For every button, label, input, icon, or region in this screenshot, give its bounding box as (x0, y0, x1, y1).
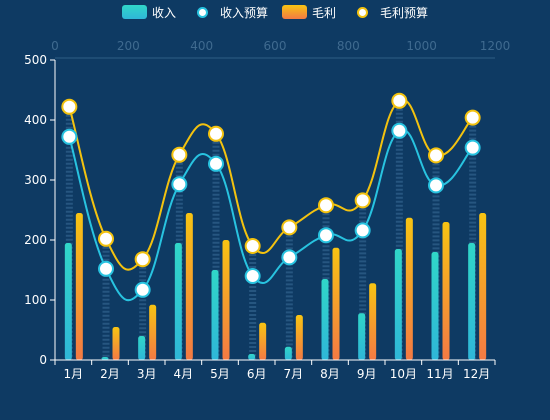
bar (149, 304, 157, 360)
data-point (391, 122, 408, 139)
data-point (98, 260, 114, 277)
data-point (171, 176, 188, 193)
bar (248, 354, 256, 360)
bar (112, 327, 120, 360)
legend-item-revenue-budget[interactable]: 收入预算 (190, 4, 268, 21)
x-axis-tick-label: 11月 (426, 367, 453, 381)
x-axis-tick-label: 5月 (210, 367, 230, 381)
y-axis-tick-label: 400 (24, 113, 47, 127)
data-point (244, 268, 261, 284)
bar (369, 283, 377, 360)
bar (468, 243, 476, 360)
legend-swatch-gross-profit-budget (350, 5, 375, 19)
data-point (464, 109, 481, 126)
legend-swatch-gross-profit (282, 5, 307, 19)
legend: 收入 收入预算 毛利 毛利预算 (0, 3, 550, 21)
bar (259, 322, 267, 360)
bar (174, 243, 182, 360)
data-point (208, 155, 224, 172)
top-axis-tick-label: 800 (337, 39, 360, 53)
data-point (428, 177, 444, 194)
y-axis-tick-label: 500 (24, 53, 47, 67)
data-point (281, 249, 298, 266)
legend-label-gross-profit: 毛利 (312, 5, 337, 20)
bar (405, 217, 413, 360)
data-point (244, 238, 261, 254)
bar (284, 346, 292, 360)
data-point (318, 197, 334, 214)
x-axis-tick-label: 10月 (390, 367, 417, 381)
legend-swatch-revenue-budget (190, 5, 215, 19)
bar (222, 240, 230, 360)
bars (64, 213, 487, 360)
legend-label-revenue: 收入 (151, 5, 176, 20)
legend-label-revenue-budget: 收入预算 (219, 5, 268, 20)
bar (75, 213, 83, 360)
bar (138, 336, 146, 360)
top-axis: 0 200 400 600 800 1000 1200 (51, 39, 511, 59)
x-axis-tick-label: 1月 (64, 367, 84, 381)
x-axis-tick-label: 3月 (137, 367, 157, 381)
data-point (134, 281, 151, 298)
data-point (208, 125, 224, 142)
x-axis-tick-label: 4月 (174, 367, 194, 381)
data-point (354, 192, 371, 209)
x-axis-tick-label: 2月 (100, 367, 120, 381)
legend-item-gross-profit-budget[interactable]: 毛利预算 (350, 4, 428, 21)
data-point (428, 147, 444, 164)
data-point (61, 128, 78, 145)
legend-item-gross-profit[interactable]: 毛利 (282, 4, 336, 21)
axes: 0 100 200 300 400 500 1月 2月 3月 4月 5月 6月 7月 8月 9月 10月 11月… (24, 53, 496, 381)
data-point (171, 146, 188, 163)
bar (479, 213, 487, 360)
x-axis-tick-label: 7月 (284, 367, 304, 381)
top-axis-tick-label: 1000 (406, 39, 437, 53)
y-axis-tick-label: 300 (24, 173, 47, 187)
data-point (61, 98, 78, 115)
legend-label-gross-profit-budget: 毛利预算 (380, 5, 429, 20)
x-axis-tick-label: 6月 (247, 367, 267, 381)
data-point (391, 92, 408, 109)
data-point (281, 219, 298, 236)
top-axis-tick-label: 0 (51, 39, 59, 53)
top-axis-tick-label: 200 (117, 39, 140, 53)
points (61, 92, 481, 298)
data-point (464, 139, 481, 156)
bar (358, 313, 366, 360)
bar (211, 270, 219, 360)
data-point (98, 230, 114, 247)
bar (64, 243, 72, 360)
x-axis-tick-label: 9月 (357, 367, 377, 381)
x-axis-tick-label: 8月 (320, 367, 340, 381)
bar (185, 213, 193, 360)
x-axis-tick-label: 12月 (463, 367, 490, 381)
data-point (134, 251, 151, 268)
bar (321, 279, 329, 360)
bar (332, 247, 340, 360)
data-point (318, 227, 334, 244)
top-axis-tick-label: 400 (190, 39, 213, 53)
y-axis-tick-label: 200 (24, 233, 47, 247)
bar (431, 252, 439, 360)
bar (442, 222, 450, 360)
y-axis-tick-label: 0 (39, 353, 47, 367)
top-axis-tick-label: 600 (264, 39, 287, 53)
legend-swatch-revenue (121, 5, 147, 19)
y-axis-tick-label: 100 (24, 293, 47, 307)
legend-item-revenue[interactable]: 收入 (121, 4, 176, 21)
bar (295, 315, 303, 360)
data-point (354, 222, 371, 239)
bar (101, 357, 109, 360)
top-axis-tick-label: 1200 (480, 39, 511, 53)
bar (394, 249, 402, 360)
